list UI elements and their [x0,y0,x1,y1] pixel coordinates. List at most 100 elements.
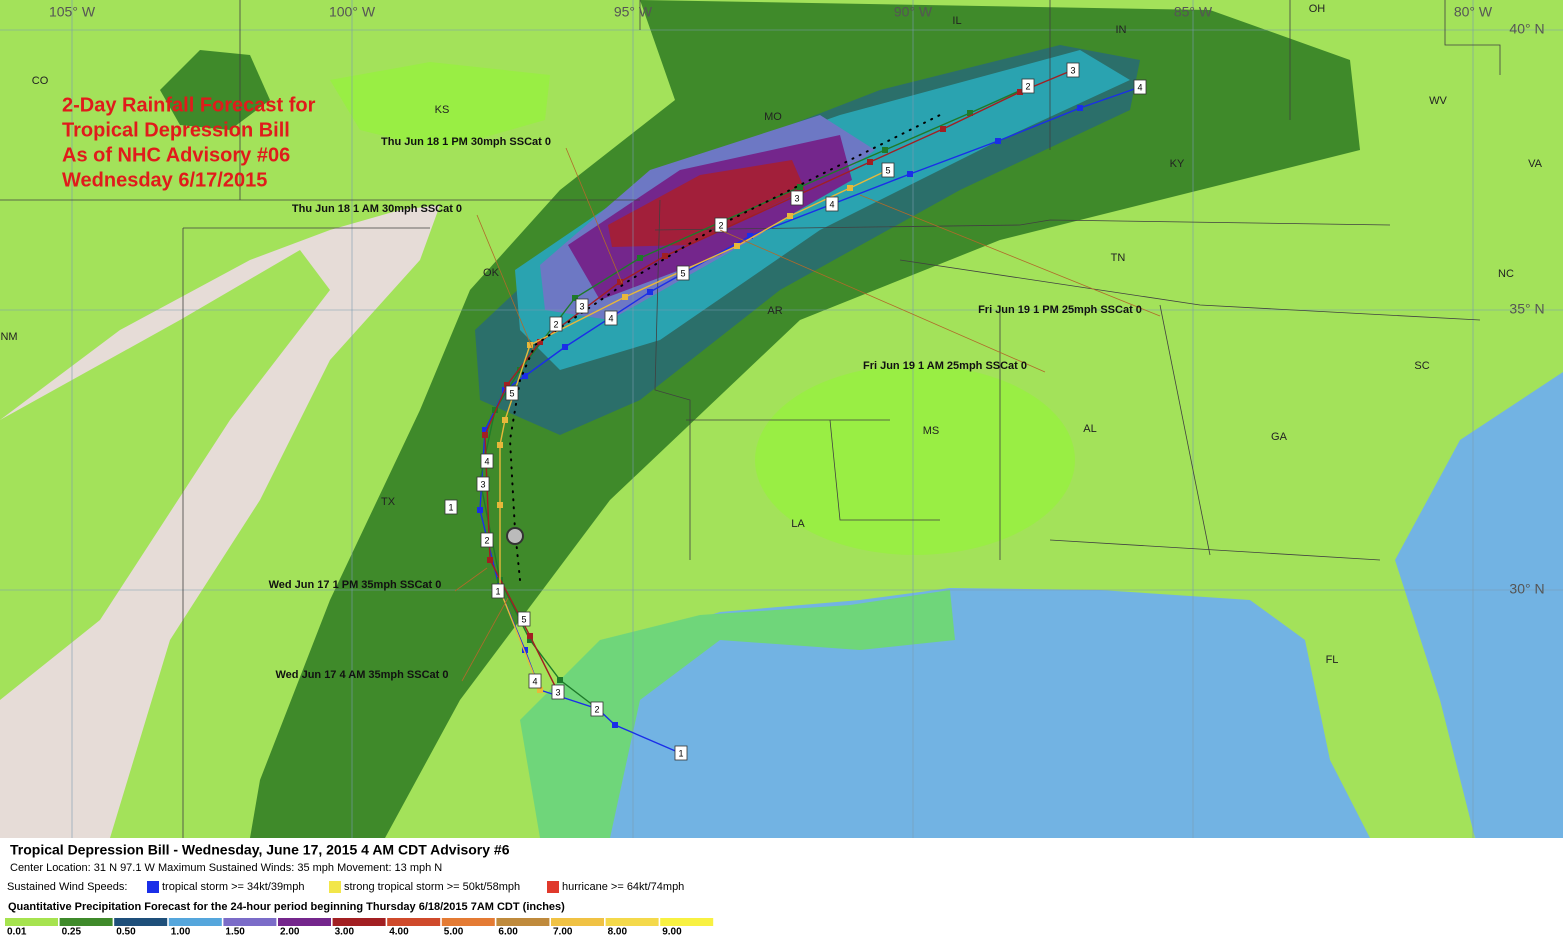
state-label: VA [1528,158,1543,170]
track-label: 1 [678,748,683,758]
track-point [517,367,523,373]
track-label-box [1066,62,1080,78]
track-label: 2 [1025,81,1030,91]
precip-swatch [223,918,277,926]
precip-level: 0.01 [7,927,27,938]
state-label: NM [0,331,17,343]
precip-level: 0.25 [62,927,82,938]
track-point [1077,105,1083,111]
longitude-label: 100° W [329,4,376,20]
footer-heading: Tropical Depression Bill - Wednesday, Ju… [10,842,510,858]
state-label: IN [1116,24,1127,36]
track-point [522,373,528,379]
latitude-label: 40° N [1509,21,1544,37]
track-point [482,427,488,433]
state-label: WV [1429,95,1447,107]
track-label-box [590,701,604,717]
annotation-leader [719,229,1046,373]
precip-swatch [332,918,386,926]
map-title: 2-Day Rainfall Forecast for [62,94,316,116]
state-label: GA [1271,431,1288,443]
state-border [1159,304,1211,556]
precip-title: Quantitative Precipitation Forecast for … [8,901,565,913]
state-label: FL [1326,654,1339,666]
track-point [504,382,510,388]
forecast-annotation: Thu Jun 18 1 AM 30mph SSCat 0 [292,203,462,215]
track-label-box [790,190,804,206]
forecast-annotation: Fri Jun 19 1 AM 25mph SSCat 0 [863,360,1027,372]
track-label: 1 [448,502,453,512]
state-label: OK [483,267,500,279]
track-label: 5 [680,268,685,278]
track-label-box [480,532,494,548]
track-point [537,687,543,693]
track-point [527,633,533,639]
state-label: KS [435,104,450,116]
track-label: 4 [532,676,537,686]
track-label: 4 [1137,82,1142,92]
track-label: 4 [608,313,613,323]
precip-swatch [114,918,168,926]
precip-level: 9.00 [662,927,682,938]
track-label-box [444,499,458,515]
precip-swatch [59,918,113,926]
state-border [654,199,691,560]
track-point [1017,89,1023,95]
precip-level: 2.00 [280,927,300,938]
track-label-box [575,298,589,314]
track-point [557,677,563,683]
official-track [508,114,941,581]
track-label: 4 [829,199,834,209]
track-point [847,185,853,191]
latitude-label: 35° N [1509,301,1544,317]
wind-swatch [547,881,559,893]
track-label: 5 [885,165,890,175]
wind-category: tropical storm >= 34kt/39mph [162,881,304,893]
track-label-box [604,310,618,326]
forecast-annotation: Wed Jun 17 4 AM 35mph SSCat 0 [276,669,449,681]
track-label-box [517,611,531,627]
track-point [562,344,568,350]
state-label: SC [1414,360,1429,372]
track-point [995,138,1001,144]
track-point [940,126,946,132]
precip-level: 7.00 [553,927,573,938]
track-label: 2 [484,535,489,545]
state-label: TN [1111,252,1126,264]
track-label-box [881,162,895,178]
track-label-box [491,583,505,599]
light-rain-west [0,250,330,700]
wind-category: hurricane >= 64kt/74mph [562,881,684,893]
track-label-box [825,196,839,212]
track-point [617,279,623,285]
track-label: 3 [480,479,485,489]
track-point [497,502,503,508]
state-border [829,419,940,521]
track-label-box [528,673,542,689]
state-label: KY [1170,158,1185,170]
precip-level: 8.00 [608,927,628,938]
annotation-leader [859,194,1161,317]
precip-swatch [5,918,58,926]
track-label: 3 [579,301,584,311]
annotation-leader [565,147,623,284]
annotation-leader [476,214,534,351]
track-point [867,159,873,165]
state-label: OH [1309,3,1326,15]
precip-swatch [387,918,441,926]
track-point [662,253,668,259]
track-label: 1 [495,586,500,596]
coastal-shelf [520,590,955,838]
track-point [492,407,498,413]
track-point [527,342,533,348]
precip-level: 1.50 [225,927,245,938]
longitude-label: 95° W [614,4,653,20]
state-border [1444,0,1501,75]
rain-300 [608,160,805,247]
precip-swatch [660,918,714,926]
forecast-annotation: Fri Jun 19 1 PM 25mph SSCat 0 [978,304,1142,316]
state-label: CO [32,75,49,87]
precip-level: 1.00 [171,927,191,938]
track-point [734,243,740,249]
